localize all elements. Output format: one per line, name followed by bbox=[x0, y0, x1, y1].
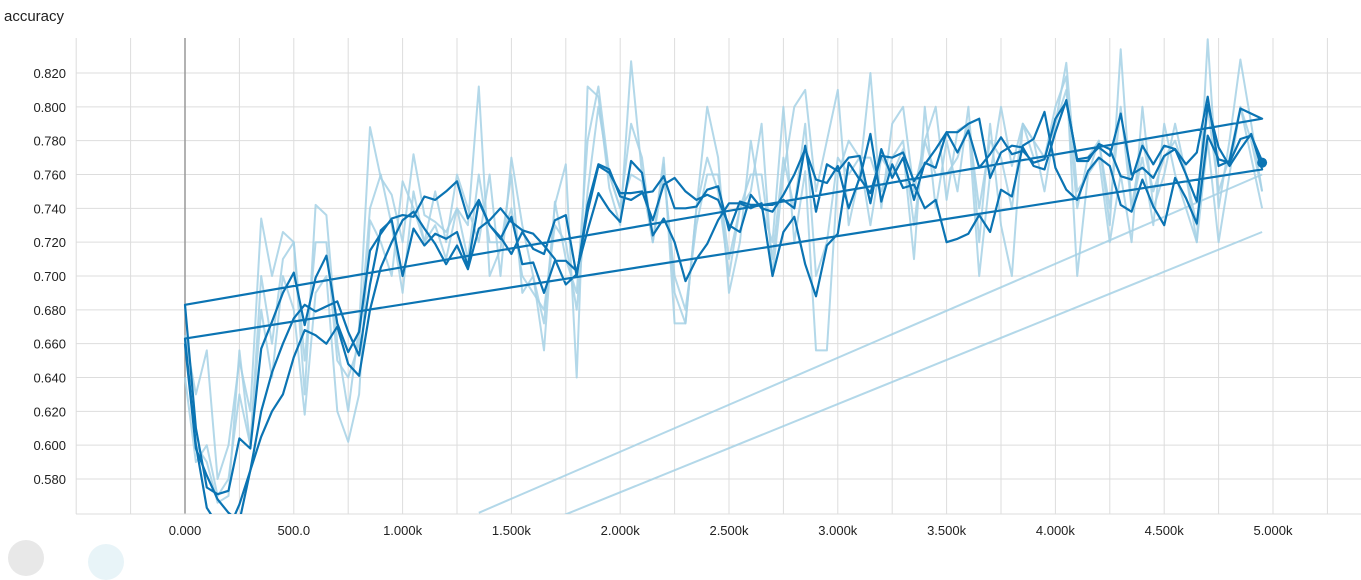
grid bbox=[75, 38, 1361, 515]
y-tick-label: 0.680 bbox=[33, 303, 66, 318]
x-tick-label: 5.000k bbox=[1253, 523, 1293, 538]
corner-control-icon[interactable] bbox=[8, 540, 44, 576]
y-tick-label: 0.580 bbox=[33, 472, 66, 487]
y-tick-label: 0.740 bbox=[33, 201, 66, 216]
y-tick-label: 0.700 bbox=[33, 269, 66, 284]
y-tick-label: 0.720 bbox=[33, 235, 66, 250]
series-line-run-1-raw-wrap[interactable] bbox=[403, 231, 1263, 549]
y-tick-label: 0.600 bbox=[33, 438, 66, 453]
x-tick-label: 2.500k bbox=[709, 523, 749, 538]
chart-title: accuracy bbox=[4, 8, 65, 25]
x-tick-label: 3.500k bbox=[927, 523, 967, 538]
y-tick-label: 0.820 bbox=[33, 66, 66, 81]
series-line-run-2-raw-wrap[interactable] bbox=[478, 173, 1263, 514]
x-tick-label: 4.000k bbox=[1036, 523, 1076, 538]
series-line-run-2-raw[interactable] bbox=[184, 75, 1264, 504]
y-tick-label: 0.640 bbox=[33, 371, 66, 386]
y-tick-label: 0.660 bbox=[33, 337, 66, 352]
series-line-run-1-smoothed[interactable] bbox=[183, 95, 1264, 496]
x-tick-label: 1.500k bbox=[492, 523, 532, 538]
series-line-run-3-smoothed[interactable] bbox=[183, 110, 1264, 521]
x-tick-label: 2.000k bbox=[601, 523, 641, 538]
raw-series-layer bbox=[184, 38, 1264, 549]
x-tick-label: 4.500k bbox=[1145, 523, 1185, 538]
y-tick-label: 0.760 bbox=[33, 168, 66, 183]
x-tick-label: 500.0 bbox=[278, 523, 311, 538]
x-tick-label: 3.000k bbox=[818, 523, 858, 538]
series-line-run-2-smoothed[interactable] bbox=[183, 100, 1264, 530]
axis-labels: 0.580 0.600 0.620 0.640 0.660 0.680 0.700 0.720… bbox=[33, 66, 1293, 538]
y-tick-label: 0.800 bbox=[33, 100, 66, 115]
chart-plot-area[interactable]: 0.580 0.600 0.620 0.640 0.660 0.680 0.700 0.720… bbox=[0, 0, 1361, 549]
series-line-run-1-raw[interactable] bbox=[184, 38, 1264, 480]
x-tick-label: 1.000k bbox=[383, 523, 423, 538]
x-tick-label: 0.000 bbox=[169, 523, 202, 538]
corner-legend-icon[interactable] bbox=[88, 544, 124, 580]
highlight-point[interactable] bbox=[1257, 157, 1268, 168]
y-tick-label: 0.620 bbox=[33, 404, 66, 419]
y-tick-label: 0.780 bbox=[33, 134, 66, 149]
smoothed-series-layer bbox=[183, 95, 1268, 530]
